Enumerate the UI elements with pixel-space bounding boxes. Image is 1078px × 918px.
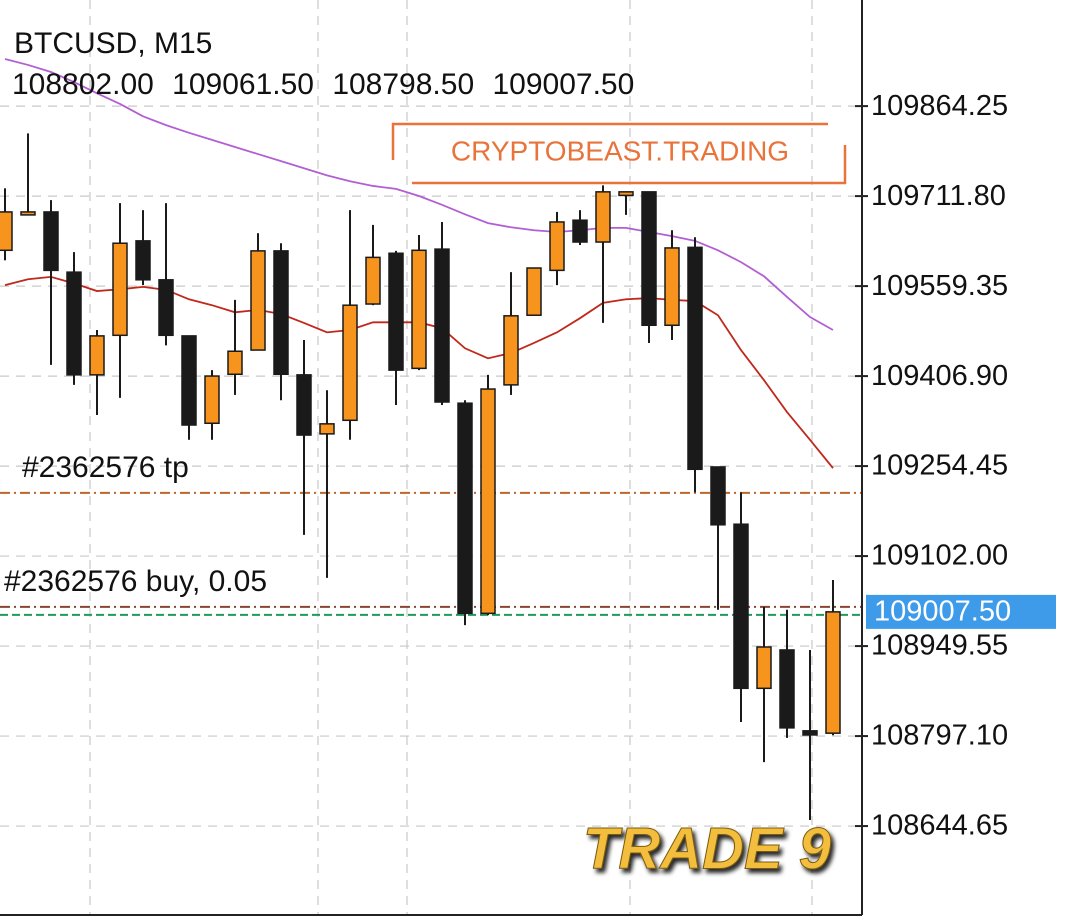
candle-body (319, 423, 335, 435)
candles (0, 133, 841, 820)
y-tick-label: 108949.55 (871, 630, 1008, 662)
candle-body (227, 350, 243, 376)
ohlc-close: 109007.50 (492, 68, 634, 101)
candle-body (480, 388, 496, 615)
candle-body (687, 246, 703, 471)
ohlc-open: 108802.00 (12, 68, 154, 101)
candle-body (43, 211, 59, 272)
candle-body (503, 315, 519, 386)
watermark: CRYPTOBEAST.TRADING (451, 135, 789, 166)
candle-body (20, 211, 36, 216)
candle-body (342, 304, 358, 422)
y-tick-label: 109864.25 (871, 90, 1008, 122)
order-label: #2362576 tp (22, 451, 189, 484)
candle-body (825, 611, 841, 734)
candle-body (250, 250, 266, 351)
order-label: #2362576 buy, 0.05 (4, 565, 267, 598)
candle-body (112, 242, 128, 337)
candle-body (365, 256, 381, 305)
current-price-tag (866, 594, 1056, 629)
candle-body (296, 374, 312, 436)
candle-body (66, 271, 82, 376)
ohlc-low: 108798.50 (332, 68, 474, 101)
candle-body (572, 219, 588, 243)
candle-body (756, 646, 772, 690)
candle-body (89, 335, 105, 376)
y-tick-label: 109102.00 (871, 540, 1008, 572)
candle-body (158, 279, 174, 337)
candle-body (595, 191, 611, 243)
y-tick-label: 109254.45 (871, 450, 1008, 482)
candle-body (549, 221, 565, 272)
candle-body (526, 267, 542, 316)
candle-body (273, 250, 289, 376)
candle-body (0, 211, 13, 252)
candle-body (204, 375, 220, 425)
y-tick-label: 109559.35 (871, 270, 1008, 302)
ohlc-high: 109061.50 (172, 68, 314, 101)
candle-body (181, 335, 197, 426)
badge: TRADE 9 (583, 816, 831, 881)
candle-body (733, 523, 749, 690)
y-ticks: 109864.25 109711.80 109559.35 109406.90 1092… (855, 90, 1008, 842)
candle-body (457, 402, 473, 615)
candle-body (802, 730, 818, 736)
ohlc-header: 108802.00 109061.50 108798.50 109007.50 (12, 68, 634, 101)
candle-body (664, 247, 680, 327)
candle-body (710, 466, 726, 526)
current-price-label: 109007.50 (874, 596, 1011, 628)
candle-body (434, 248, 450, 403)
y-tick-label: 108797.10 (871, 720, 1008, 752)
candle-body (641, 191, 657, 327)
candle-body (779, 649, 795, 729)
symbol-title: BTCUSD, M15 (14, 27, 212, 60)
y-tick-label: 109711.80 (871, 180, 1006, 212)
levels: #2362576 tp #2362576 buy, 0.05 (0, 451, 862, 616)
candle-body (388, 252, 404, 371)
y-tick-label: 108644.65 (871, 810, 1008, 842)
y-tick-label: 109406.90 (871, 360, 1008, 392)
candle-body (618, 191, 634, 197)
grid (0, 0, 862, 915)
candle-body (135, 240, 151, 281)
candle-body (411, 249, 427, 370)
watermark-frame (391, 122, 847, 185)
